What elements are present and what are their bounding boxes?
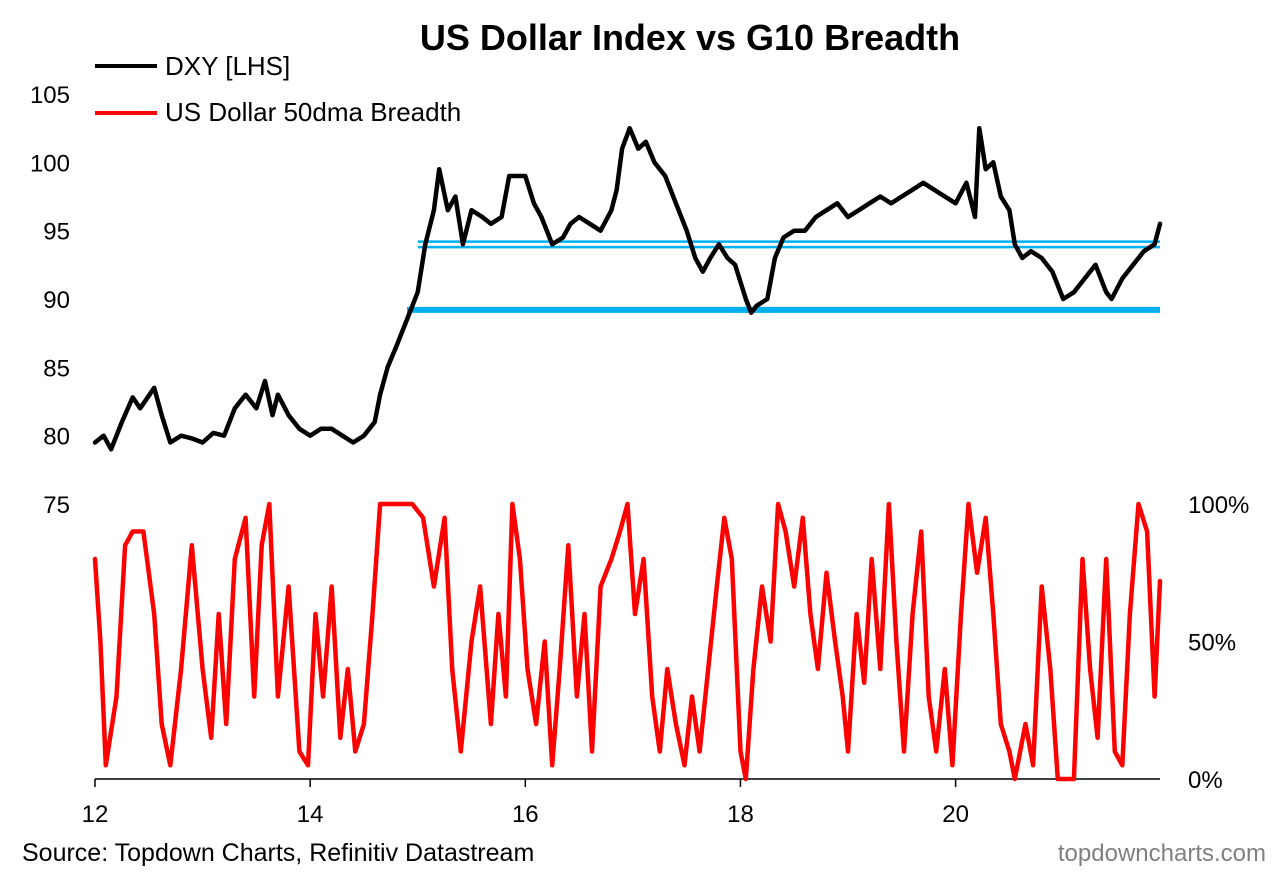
series-lines [92,125,1163,782]
x-tick-label: 16 [512,801,539,828]
y-left-tick-label: 90 [43,287,70,314]
y-right-tick-label: 0% [1188,767,1223,794]
y-left-tick-label: 100 [30,150,70,177]
brand-watermark: topdowncharts.com [1058,840,1266,867]
series-line-dxy [92,125,1163,452]
y-right-tick-label: 50% [1188,630,1236,657]
series-line-breadth [92,501,1163,782]
y-left-tick-label: 95 [43,219,70,246]
y-left-tick-label: 105 [30,82,70,109]
y-left-tick-label: 75 [43,492,70,519]
legend-entry-dxy: DXY [LHS] [165,51,290,81]
y-axis-left: 75 80 85 90 95 100 105 [30,82,70,519]
y-axis-right: 0% 50% 100% [1188,492,1249,794]
y-left-tick-label: 85 [43,355,70,382]
chart-title: US Dollar Index vs G10 Breadth [420,17,960,58]
x-tick-label: 18 [727,801,754,828]
y-right-tick-label: 100% [1188,492,1249,519]
x-axis: 12 14 16 18 20 [82,778,1160,828]
legend-entry-breadth: US Dollar 50dma Breadth [165,97,461,127]
legend: DXY [LHS] US Dollar 50dma Breadth [95,51,461,127]
source-note: Source: Topdown Charts, Refinitiv Datast… [22,839,534,867]
x-tick-label: 12 [82,801,109,828]
y-left-tick-label: 80 [43,424,70,451]
x-tick-label: 14 [297,801,324,828]
x-tick-label: 20 [942,801,969,828]
support-lines [406,240,1160,313]
